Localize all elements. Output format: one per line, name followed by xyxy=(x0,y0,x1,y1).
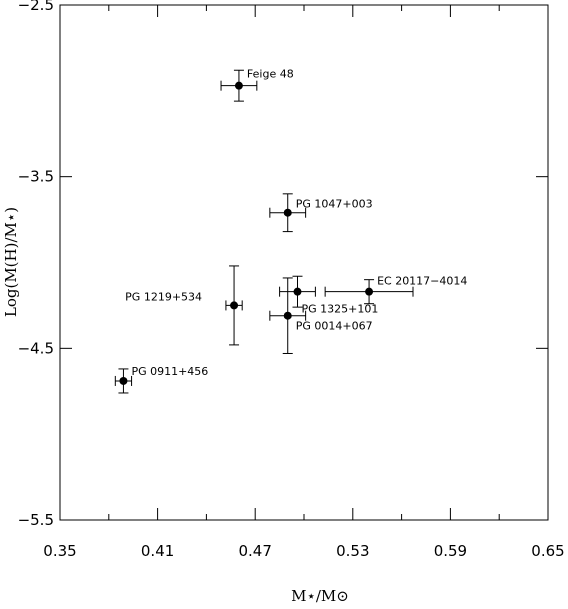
point-label: Feige 48 xyxy=(247,68,294,81)
data-point xyxy=(283,208,292,217)
x-tick-label: 0.59 xyxy=(434,542,467,560)
data-point xyxy=(365,287,374,296)
data-points xyxy=(119,81,374,385)
y-tick-label: −4.5 xyxy=(18,339,54,357)
point-labels: Feige 48 PG 1047+003 EC 20117−4014 PG 1325+… xyxy=(125,68,467,378)
axis-ticks: 0.35 0.41 0.47 0.53 0.59 0.65 −2.5 −3.5 −4.5 −5.5 xyxy=(18,0,565,560)
point-label: PG 1047+003 xyxy=(296,198,373,211)
x-tick-label: 0.35 xyxy=(43,542,76,560)
data-point xyxy=(234,81,243,90)
y-tick-label: −5.5 xyxy=(18,511,54,529)
x-tick-label: 0.53 xyxy=(336,542,369,560)
y-axis-label: Log(M(H)/M⋆) xyxy=(2,207,20,317)
plot-frame xyxy=(59,4,549,521)
data-point xyxy=(230,301,239,310)
point-label: PG 0911+456 xyxy=(131,365,208,378)
x-tick-label: 0.47 xyxy=(238,542,271,560)
data-point xyxy=(293,287,302,296)
x-tick-label: 0.41 xyxy=(141,542,174,560)
error-bars xyxy=(114,69,414,394)
point-label: PG 1325+101 xyxy=(301,303,378,316)
y-tick-label: −2.5 xyxy=(18,0,54,14)
y-tick-label: −3.5 xyxy=(18,168,54,186)
x-tick-label: 0.65 xyxy=(531,542,564,560)
point-label: EC 20117−4014 xyxy=(377,275,467,288)
x-axis-label: M⋆/M⊙ xyxy=(291,587,349,605)
point-label: PG 1219+534 xyxy=(125,290,202,303)
data-point xyxy=(119,376,128,385)
point-label: PG 0014+067 xyxy=(296,320,373,333)
data-point xyxy=(283,311,292,320)
